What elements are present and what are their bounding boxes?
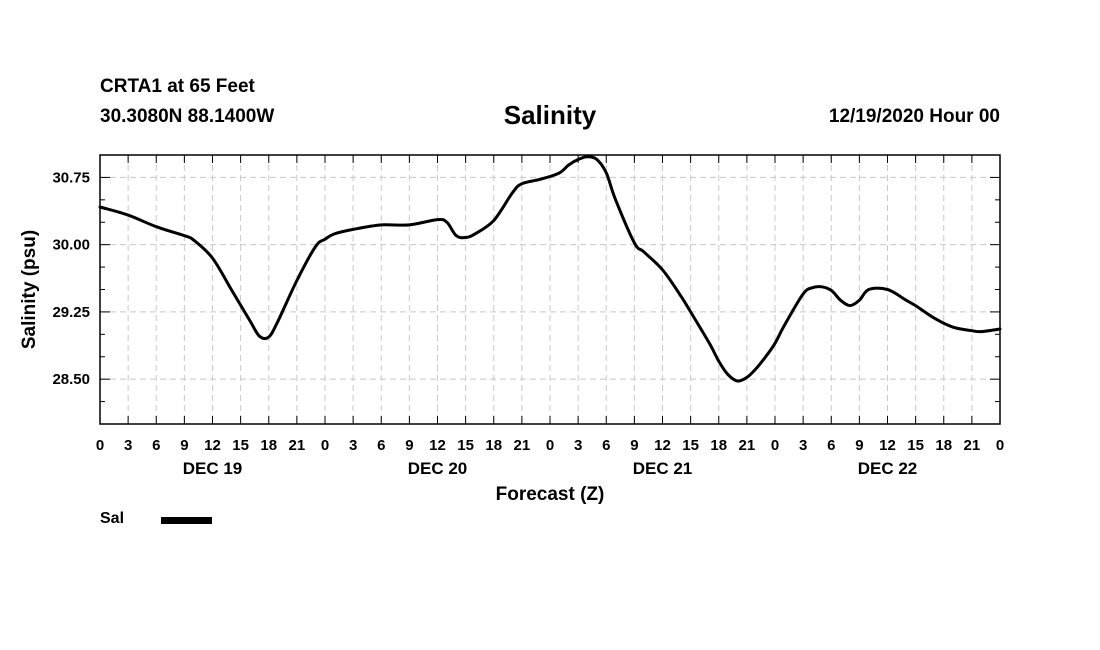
day-label: DEC 22 — [858, 459, 918, 478]
x-tick-label: 3 — [349, 437, 357, 454]
x-tick-label: 6 — [377, 437, 385, 454]
legend-label: Sal — [100, 510, 125, 527]
x-tick-label: 3 — [574, 437, 582, 454]
x-tick-label: 0 — [96, 437, 104, 454]
x-tick-label: 21 — [739, 437, 756, 454]
x-tick-label: 6 — [602, 437, 610, 454]
x-tick-label: 0 — [771, 437, 779, 454]
chart-title: Salinity — [503, 100, 597, 130]
x-tick-label: 9 — [630, 437, 638, 454]
station-label: CRTA1 at 65 Feet — [100, 76, 255, 97]
day-label: DEC 21 — [633, 459, 693, 478]
y-tick-label: 30.75 — [52, 169, 90, 186]
x-tick-label: 6 — [827, 437, 835, 454]
legend-swatch — [161, 517, 212, 524]
x-tick-label: 6 — [152, 437, 160, 454]
forecast-datetime: 12/19/2020 Hour 00 — [828, 106, 1000, 127]
day-labels: DEC 19 DEC 20 DEC 21 DEC 22 — [183, 459, 918, 478]
x-tick-label: 18 — [485, 437, 502, 454]
x-tick-labels: 0 3 6 9 12 15 18 21 0 3 6 9 12 15 18 21 0 3 6 9 12 15 18 21 0 3 6 9… — [96, 437, 1004, 454]
x-tick-label: 21 — [289, 437, 306, 454]
day-label: DEC 19 — [183, 459, 243, 478]
y-tick-label: 28.50 — [52, 371, 90, 388]
x-tick-label: 12 — [654, 437, 671, 454]
y-tick-label: 30.00 — [52, 237, 90, 254]
x-tick-label: 15 — [907, 437, 924, 454]
x-axis-title: Forecast (Z) — [496, 484, 605, 505]
y-tick-labels: 28.50 29.25 30.00 30.75 — [52, 169, 90, 388]
plot-frame — [99, 154, 1001, 425]
x-tick-label: 15 — [682, 437, 699, 454]
x-tick-label: 0 — [996, 437, 1004, 454]
x-tick-label: 0 — [546, 437, 554, 454]
coordinates-label: 30.3080N 88.1400W — [100, 106, 275, 127]
x-tick-label: 12 — [879, 437, 896, 454]
x-tick-label: 18 — [260, 437, 277, 454]
axis-ticks — [99, 155, 1001, 424]
grid-lines — [100, 155, 1000, 424]
x-tick-label: 9 — [180, 437, 188, 454]
x-tick-label: 3 — [124, 437, 132, 454]
x-tick-label: 9 — [405, 437, 413, 454]
series-line-sal — [98, 155, 1002, 383]
x-tick-label: 12 — [429, 437, 446, 454]
day-label: DEC 20 — [408, 459, 468, 478]
x-tick-label: 0 — [321, 437, 329, 454]
y-axis-title: Salinity (psu) — [19, 230, 40, 349]
x-tick-label: 15 — [232, 437, 249, 454]
x-tick-label: 18 — [710, 437, 727, 454]
x-tick-label: 15 — [457, 437, 474, 454]
x-tick-label: 12 — [204, 437, 221, 454]
x-tick-label: 18 — [935, 437, 952, 454]
x-tick-label: 21 — [964, 437, 981, 454]
x-tick-label: 21 — [514, 437, 531, 454]
y-tick-label: 29.25 — [52, 304, 90, 321]
x-tick-label: 3 — [799, 437, 807, 454]
x-tick-label: 9 — [855, 437, 863, 454]
